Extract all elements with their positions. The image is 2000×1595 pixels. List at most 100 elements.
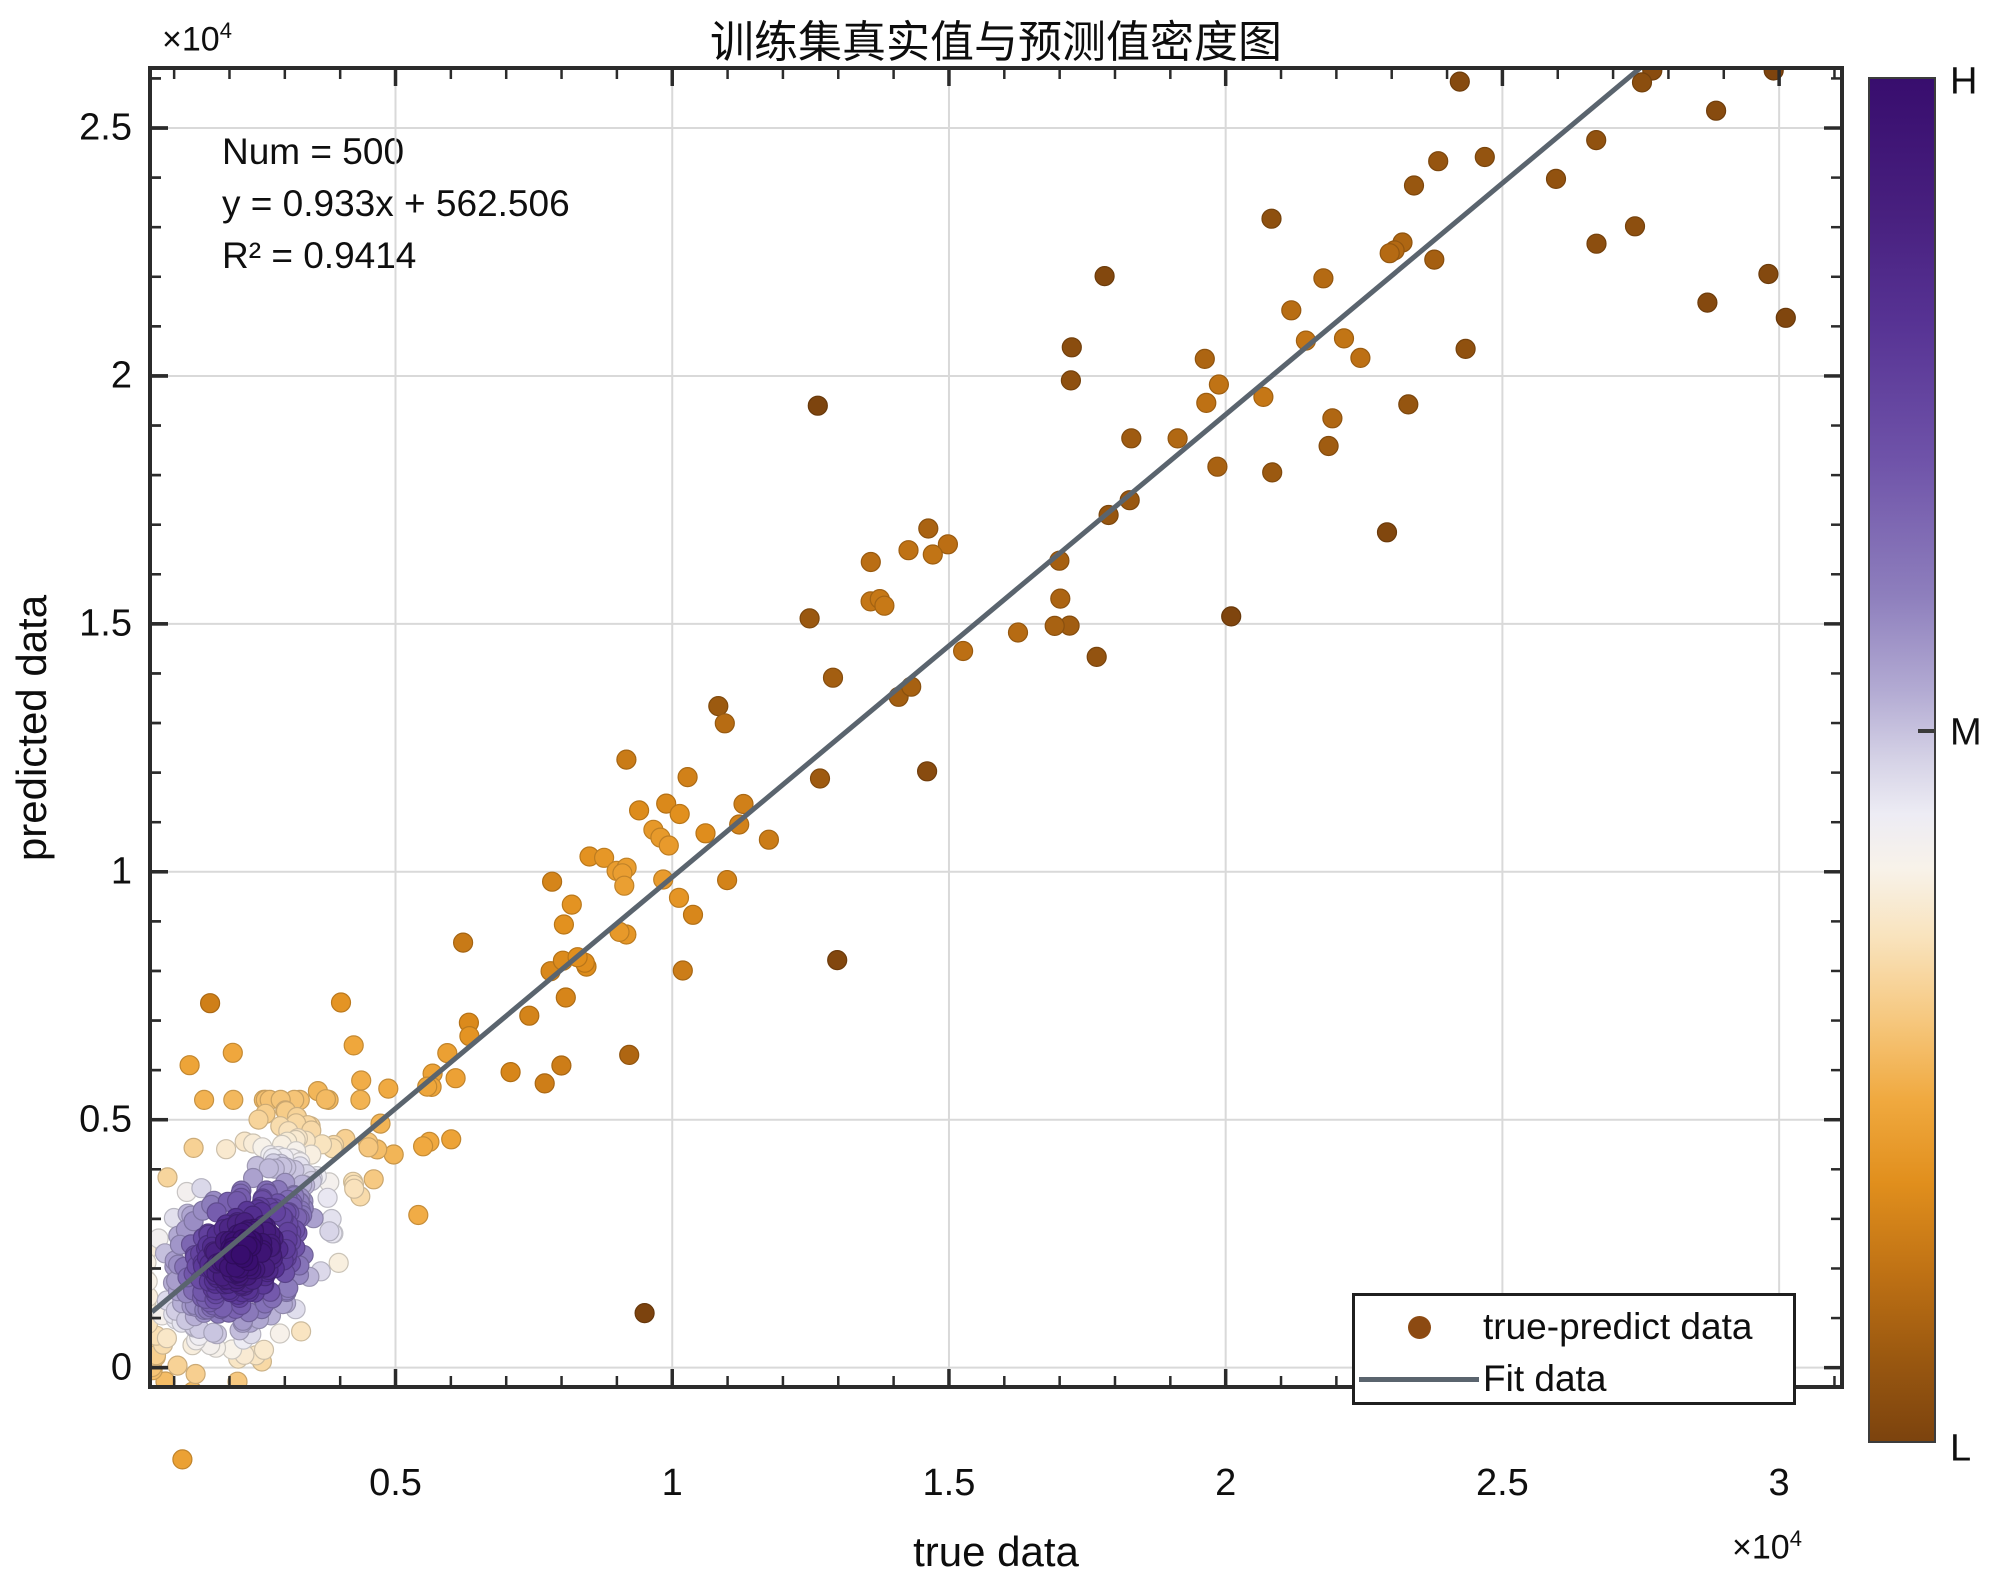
data-point [1455, 338, 1476, 359]
fit-line [152, 70, 1642, 1314]
data-point [822, 667, 844, 688]
data-point [1194, 348, 1215, 369]
data-point [758, 829, 780, 850]
data-point [149, 1403, 168, 1422]
data-point [330, 992, 352, 1013]
data-point [682, 904, 704, 925]
scatter-marker-icon [1407, 1315, 1431, 1339]
data-point [248, 1109, 269, 1130]
data-point [1207, 456, 1228, 477]
x-tick-label: 0.5 [369, 1462, 422, 1504]
data-point [417, 1076, 438, 1097]
data-point [708, 695, 729, 717]
data-point [258, 1158, 279, 1179]
data-point [1379, 243, 1400, 264]
data-point [291, 1321, 312, 1342]
x-tick-label: 1 [661, 1462, 683, 1504]
data-point [1262, 462, 1283, 483]
y-tick-label: 1.5 [79, 602, 132, 645]
data-point [453, 932, 474, 953]
data-point [952, 640, 974, 662]
legend-box: true-predict data Fit data [1352, 1293, 1796, 1405]
x-axis-scale-factor: ×104 [1732, 1526, 1802, 1567]
data-point [1376, 522, 1398, 543]
data-point [874, 595, 895, 616]
colorbar-mid-tick [1918, 729, 1934, 733]
data-point [185, 1363, 206, 1385]
data-point [1631, 72, 1653, 93]
data-point [714, 713, 735, 734]
data-point [183, 1137, 204, 1159]
data-point [241, 1403, 260, 1422]
data-point [541, 871, 563, 892]
colorbar-low-label: L [1950, 1427, 1972, 1470]
annotation-num: Num = 500 [222, 131, 405, 172]
data-point [937, 534, 959, 555]
data-point [1281, 300, 1302, 321]
data-point [1398, 394, 1419, 415]
data-point [1586, 130, 1607, 151]
data-point [809, 768, 831, 789]
x-axis-title: true data [913, 1528, 1079, 1575]
legend-label-scatter: true-predict data [1483, 1306, 1753, 1347]
fit-line-icon [1359, 1376, 1479, 1382]
data-point [616, 749, 637, 770]
data-point [551, 1055, 572, 1076]
data-point [1313, 268, 1334, 289]
data-point [519, 1005, 540, 1026]
data-point [1474, 146, 1495, 168]
y-tick-label: 1 [110, 850, 132, 893]
data-point [167, 1355, 188, 1376]
data-point [677, 766, 698, 788]
data-point [1705, 100, 1727, 121]
axis-ticks [152, 70, 1840, 1385]
data-point [733, 793, 754, 815]
data-point [230, 1244, 251, 1265]
data-point [1094, 266, 1115, 287]
data-point [1044, 615, 1065, 637]
data-point [191, 1178, 212, 1199]
data-point [138, 1389, 157, 1408]
data-point [669, 803, 690, 825]
data-point [827, 949, 848, 971]
data-point [593, 847, 615, 868]
y-tick-label: 0.5 [79, 1098, 132, 1141]
colorbar-mid-label: M [1950, 711, 1982, 754]
data-point [358, 1137, 379, 1158]
data-point [1086, 646, 1107, 668]
data-point [1261, 208, 1282, 229]
plot-border [148, 66, 1844, 1389]
data-point [555, 987, 576, 1008]
data-point [445, 1068, 466, 1089]
data-point [860, 551, 881, 573]
data-point [807, 395, 828, 416]
data-point [553, 914, 575, 935]
data-point [1050, 588, 1071, 609]
data-point [170, 1403, 189, 1422]
data-point [1167, 428, 1188, 449]
data-point [216, 1139, 237, 1160]
data-point [328, 1252, 349, 1274]
data-point [1253, 386, 1274, 407]
data-point [614, 875, 635, 896]
data-point [916, 761, 938, 782]
data-point [668, 887, 690, 908]
data-point [1221, 606, 1242, 627]
data-point [317, 1187, 338, 1208]
data-point [179, 1055, 200, 1076]
data-point [1322, 408, 1343, 429]
data-point [628, 800, 650, 821]
data-point [1403, 175, 1425, 196]
data-point [500, 1061, 521, 1083]
data-point [351, 1070, 372, 1091]
data-point [1208, 374, 1230, 395]
data-point [1350, 347, 1371, 368]
data-point [1775, 307, 1796, 328]
legend-entry-fit: Fit data [1355, 1354, 1793, 1404]
data-point [269, 1323, 290, 1344]
data-point [408, 1204, 429, 1226]
colorbar-high-label: H [1950, 60, 1978, 103]
data-point [350, 1089, 371, 1111]
data-point [363, 1169, 384, 1190]
